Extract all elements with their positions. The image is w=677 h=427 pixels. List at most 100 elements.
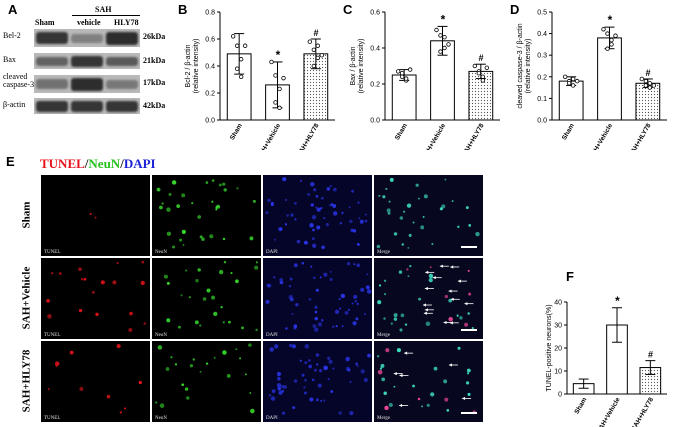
y-tick-label: 0.2 xyxy=(370,82,380,89)
data-point xyxy=(446,42,451,47)
data-point xyxy=(399,70,405,76)
panel-label-c: C xyxy=(343,2,353,17)
x-category-label: Sham xyxy=(394,122,409,141)
cell-mark xyxy=(205,181,209,184)
cell-mark xyxy=(388,402,393,408)
micrograph-cells xyxy=(265,177,368,250)
cell-mark xyxy=(79,386,84,391)
data-point xyxy=(639,76,645,82)
cell-mark xyxy=(317,383,322,388)
cell-mark xyxy=(199,324,202,327)
wb-band xyxy=(106,56,138,66)
wb-kda-label: 42kDa xyxy=(143,101,166,110)
cell-mark xyxy=(357,201,360,205)
cell-mark xyxy=(199,235,203,239)
cell-mark xyxy=(206,288,211,293)
micrograph-caption: NeuN xyxy=(155,416,167,421)
if-grid: Sham TUNEL NeuN DAPI Merge SAH+Vehicle TUNEL Ne… xyxy=(20,174,487,424)
cell-mark xyxy=(365,285,370,290)
cell-mark xyxy=(171,180,177,185)
cell-mark xyxy=(279,277,284,282)
cell-mark xyxy=(311,237,315,241)
cell-mark xyxy=(390,322,394,325)
wb-band xyxy=(36,56,68,66)
cell-mark xyxy=(249,392,252,394)
cell-mark xyxy=(141,260,145,264)
cell-mark xyxy=(180,294,183,297)
cell-mark xyxy=(316,207,321,212)
cell-mark xyxy=(311,215,317,220)
cell-mark xyxy=(47,314,52,319)
data-point xyxy=(643,78,649,84)
arrow-mark xyxy=(404,351,408,355)
cell-mark xyxy=(235,279,239,284)
cell-mark xyxy=(156,187,161,192)
cell-mark xyxy=(384,405,389,411)
wb-row-label: β-actin xyxy=(3,100,26,109)
cell-mark xyxy=(351,302,354,305)
y-tick-label: 0 xyxy=(558,392,562,399)
cell-mark xyxy=(383,279,387,282)
cell-mark xyxy=(356,365,359,368)
if-title: TUNEL/NeuN/DAPI xyxy=(40,156,156,172)
cell-mark xyxy=(311,378,315,382)
cell-mark xyxy=(213,311,218,317)
cell-mark xyxy=(222,237,226,241)
cell-mark xyxy=(194,320,199,325)
cell-mark xyxy=(304,361,308,365)
significance-mark: # xyxy=(645,68,650,78)
cell-mark xyxy=(338,411,342,415)
micrograph-tunel: TUNEL xyxy=(40,257,151,340)
wb-band xyxy=(106,79,138,89)
cell-mark xyxy=(166,231,172,236)
wb-kda-label: 26kDa xyxy=(143,32,166,41)
cell-mark xyxy=(329,270,332,273)
cell-mark xyxy=(327,378,330,381)
cell-mark xyxy=(78,267,82,272)
cell-mark xyxy=(295,303,299,307)
cell-mark xyxy=(228,320,231,324)
cell-mark xyxy=(393,385,396,388)
cell-mark xyxy=(239,357,242,360)
data-point xyxy=(273,100,278,105)
cell-mark xyxy=(448,316,453,322)
panel-label-a: A xyxy=(8,2,18,17)
cell-mark xyxy=(290,213,294,217)
cell-mark xyxy=(446,408,450,412)
cell-mark xyxy=(428,273,434,279)
cell-mark xyxy=(409,265,412,268)
data-point xyxy=(403,76,409,81)
data-point xyxy=(238,57,244,62)
cell-mark xyxy=(412,384,415,388)
wb-col-sham: Sham xyxy=(35,18,55,27)
cell-mark xyxy=(293,326,297,330)
cell-mark xyxy=(378,194,381,197)
cell-mark xyxy=(399,328,403,332)
micrograph-caption: DAPI xyxy=(266,250,278,255)
wb-col-vehicle: vehicle xyxy=(77,18,101,27)
cell-mark xyxy=(191,202,194,205)
cell-mark xyxy=(51,272,54,275)
cell-mark xyxy=(279,227,283,231)
y-tick-label: 0.0 xyxy=(370,118,380,125)
cell-mark xyxy=(328,204,331,207)
cell-mark xyxy=(236,187,239,190)
significance-mark: * xyxy=(275,48,281,62)
cell-mark xyxy=(55,364,58,367)
cell-mark xyxy=(353,263,356,266)
bar xyxy=(391,74,417,121)
cell-mark xyxy=(356,242,360,246)
cell-mark xyxy=(301,373,305,377)
cell-mark xyxy=(248,343,252,347)
cell-mark xyxy=(288,343,293,348)
cell-mark xyxy=(431,243,434,246)
bar xyxy=(597,37,622,121)
cell-mark xyxy=(378,284,382,287)
cell-mark xyxy=(355,362,359,366)
cell-mark xyxy=(273,238,276,241)
cell-mark xyxy=(332,204,337,208)
cell-mark xyxy=(408,233,412,237)
cell-mark xyxy=(349,219,353,224)
data-point xyxy=(311,47,317,52)
significance-mark: * xyxy=(615,294,621,308)
